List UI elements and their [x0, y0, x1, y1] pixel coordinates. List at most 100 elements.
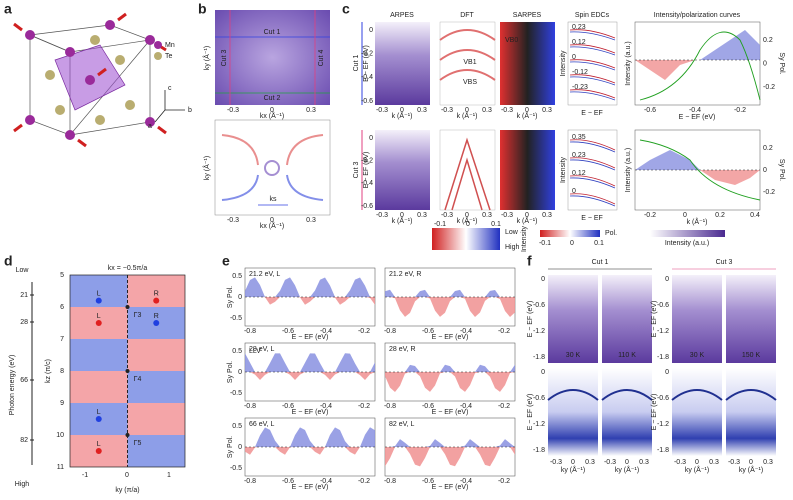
tick: 0	[695, 459, 699, 466]
label: Low	[505, 229, 519, 236]
tick: -1.2	[533, 328, 545, 335]
tick: 0	[400, 107, 404, 114]
tick: 0	[763, 60, 767, 67]
label: 66 eV, L	[249, 421, 275, 428]
tick: 0.5	[232, 273, 242, 280]
tick: 0	[465, 212, 469, 219]
label: 28 eV, R	[389, 346, 416, 353]
label: Sy Pol.	[778, 159, 785, 181]
tick: 0.3	[417, 107, 427, 114]
tick: -0.6	[657, 395, 669, 402]
tick: -0.2	[498, 478, 510, 485]
label: 0.12	[572, 39, 586, 46]
label: High	[505, 244, 520, 251]
tick: -0.8	[244, 403, 256, 410]
tick: 8	[60, 368, 64, 375]
band	[601, 389, 653, 401]
tick: -0.4	[460, 328, 472, 335]
curvature-image	[602, 368, 652, 456]
tick: -0.3	[441, 107, 453, 114]
legend-te	[154, 52, 162, 60]
k-point	[95, 320, 102, 326]
label: ky (Å⁻¹)	[615, 465, 639, 474]
label: 0	[572, 54, 576, 61]
tick: -0.3	[501, 212, 513, 219]
label: kx = −0.5π/a	[108, 265, 148, 272]
label: k (Å⁻¹)	[517, 111, 538, 120]
label: ky (Å⁻¹)	[202, 46, 211, 70]
tick: -0.3	[674, 459, 686, 466]
tick: 0.2	[715, 212, 725, 219]
pol-negative	[385, 372, 515, 392]
label: L	[97, 290, 101, 297]
tick: -0.6	[422, 478, 434, 485]
label: 0	[572, 188, 576, 195]
tick: 0	[570, 240, 574, 247]
tick: -0.6	[422, 403, 434, 410]
tick: 0	[749, 459, 753, 466]
label: Intensity (a.u.)	[665, 240, 709, 247]
axis: b	[188, 107, 192, 114]
tick: -0.3	[227, 217, 239, 224]
label: E − EF (eV)	[432, 334, 469, 341]
label: High	[15, 481, 30, 488]
tick: 1	[167, 472, 171, 479]
tick: -1.8	[657, 447, 669, 454]
tick: 82	[20, 437, 28, 444]
phase-cell	[70, 371, 128, 403]
tick: -0.3	[501, 107, 513, 114]
label: 150 K	[742, 352, 761, 359]
tick: -0.5	[230, 465, 242, 472]
phase-cell	[127, 403, 185, 435]
label: Cut 1	[592, 259, 609, 266]
tick: 0	[400, 212, 404, 219]
tick: 0	[465, 107, 469, 114]
label: 82 eV, L	[389, 421, 415, 428]
legend: Te	[165, 53, 173, 60]
pol-negative	[385, 447, 515, 467]
phase-cell	[70, 339, 128, 371]
tick: -0.8	[244, 328, 256, 335]
pol-curves	[634, 21, 761, 211]
tick: 28	[20, 319, 28, 326]
pol-positive	[245, 353, 375, 372]
tick: -0.5	[230, 390, 242, 397]
label: E − EF (eV)	[363, 152, 370, 189]
tick: 0	[270, 107, 274, 114]
c-images	[361, 21, 555, 211]
tick: -0.4	[320, 478, 332, 485]
tick: 0.2	[763, 145, 773, 152]
tick: -0.2	[498, 328, 510, 335]
k-point	[95, 297, 102, 304]
fermi-surface	[215, 10, 330, 105]
tick: -0.2	[358, 328, 370, 335]
label: E − EF (eV)	[432, 409, 469, 416]
tick: 11	[57, 464, 64, 471]
label: Intensity	[560, 50, 567, 77]
tick: 0.3	[585, 459, 595, 466]
label: E − EF (eV)	[292, 484, 329, 491]
tick: 0.4	[750, 212, 760, 219]
tick: 0	[541, 369, 545, 376]
label: E − EF	[581, 110, 603, 117]
tick: 0	[665, 276, 669, 283]
tick: 0	[525, 212, 529, 219]
label: L	[97, 313, 101, 320]
tick: 0.3	[709, 459, 719, 466]
label: 21.2 eV, R	[389, 271, 421, 278]
tick: -0.3	[728, 459, 740, 466]
panel-label: c	[342, 1, 350, 17]
label: L	[97, 441, 101, 448]
tick: -0.3	[604, 459, 616, 466]
label: ks	[270, 196, 278, 203]
tick: -0.2	[734, 107, 746, 114]
tick: -0.6	[282, 328, 294, 335]
label: k (Å⁻¹)	[392, 111, 413, 120]
tick: -0.6	[533, 395, 545, 402]
arpes-image	[672, 275, 722, 363]
tick: 0.3	[306, 217, 316, 224]
label: VBS	[463, 79, 477, 86]
label: E − EF (eV)	[363, 45, 370, 82]
column-header: ARPES	[390, 12, 414, 19]
label: E − EF (eV)	[527, 394, 534, 431]
